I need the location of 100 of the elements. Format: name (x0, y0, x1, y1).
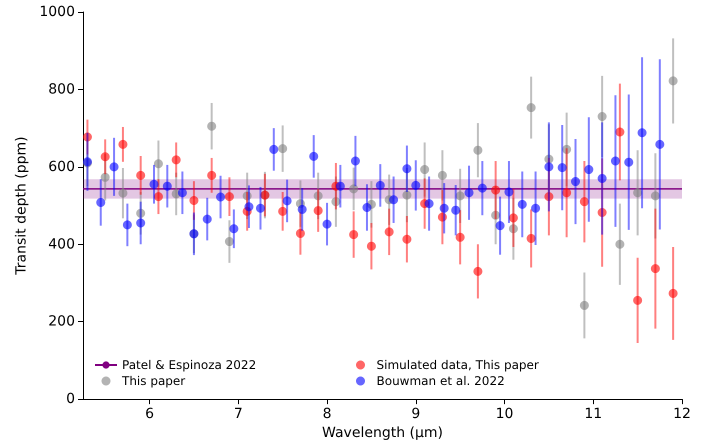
point (558, 163, 567, 172)
point (389, 195, 398, 204)
point (298, 204, 307, 214)
point (349, 230, 358, 240)
point (322, 220, 332, 229)
point (376, 180, 385, 190)
point (615, 128, 624, 136)
point (531, 204, 540, 213)
point (633, 296, 642, 305)
point (269, 144, 278, 154)
point (100, 172, 110, 182)
point (526, 103, 536, 112)
point (633, 188, 642, 198)
point (336, 182, 345, 191)
x-tick-label: 11 (584, 406, 602, 422)
point (456, 191, 465, 200)
point (638, 128, 647, 138)
point (178, 188, 187, 198)
point (491, 186, 500, 195)
point (580, 197, 589, 206)
point (162, 182, 172, 191)
point (96, 198, 106, 207)
point (420, 165, 430, 174)
legend-label: Simulated data, This paper (376, 358, 539, 372)
legend-label: This paper (121, 374, 186, 388)
point (309, 152, 318, 161)
point (598, 112, 607, 122)
x-axis-title: Wavelength (μm) (322, 425, 443, 441)
point (136, 218, 146, 228)
point (384, 227, 394, 236)
point (154, 159, 163, 168)
y-tick-label: 600 (48, 158, 75, 175)
point (362, 202, 372, 212)
point (189, 196, 198, 206)
point (224, 192, 234, 202)
point (402, 234, 412, 244)
point (366, 242, 376, 251)
point (100, 152, 110, 162)
point (508, 213, 518, 222)
point (598, 174, 607, 183)
y-tick-label: 400 (48, 236, 75, 252)
point (282, 196, 292, 206)
point (278, 144, 288, 154)
point (473, 266, 482, 276)
point (610, 156, 620, 166)
point (456, 232, 465, 242)
point (296, 228, 305, 238)
point (615, 240, 624, 249)
point (350, 156, 360, 166)
point (451, 206, 460, 215)
y-tick-label: 0 (66, 391, 75, 408)
point (256, 204, 265, 213)
point (584, 165, 594, 174)
point (526, 234, 536, 243)
legend-label: Patel & Espinoza 2022 (122, 358, 256, 372)
point (438, 170, 447, 180)
point (122, 220, 132, 230)
point (650, 264, 660, 274)
x-tick-label: 10 (496, 406, 514, 422)
point (402, 190, 412, 200)
point (207, 122, 216, 131)
point (154, 192, 163, 202)
point (207, 170, 216, 180)
y-tick-label: 200 (48, 314, 75, 330)
point (668, 76, 678, 86)
point (504, 188, 514, 196)
legend-label: Bouwman et al. 2022 (376, 374, 505, 388)
point (314, 206, 323, 216)
point (562, 188, 572, 198)
point (544, 162, 554, 172)
point (150, 180, 158, 189)
point (118, 188, 128, 198)
point (229, 224, 238, 234)
point (518, 200, 527, 209)
y-axis-title: Transit depth (ppm) (13, 136, 30, 276)
x-tick-label: 7 (234, 406, 243, 422)
x-tick-label: 9 (411, 406, 420, 422)
point (668, 288, 678, 298)
point (655, 140, 664, 149)
x-tick-label: 6 (145, 406, 154, 422)
point (349, 184, 358, 194)
point (110, 162, 119, 172)
y-tick-label: 800 (48, 81, 75, 98)
point (278, 206, 288, 216)
point (496, 221, 505, 230)
point (464, 188, 474, 198)
point (411, 180, 420, 190)
point (624, 158, 634, 167)
y-tick-label: 1000 (39, 4, 75, 20)
point (224, 237, 234, 246)
point (244, 202, 254, 212)
point (216, 192, 226, 202)
point (402, 164, 412, 174)
x-tick-label: 8 (322, 406, 332, 422)
point (136, 170, 146, 180)
point (650, 191, 660, 200)
point (571, 177, 580, 186)
point (172, 155, 181, 164)
point (473, 146, 482, 155)
point (478, 184, 487, 193)
